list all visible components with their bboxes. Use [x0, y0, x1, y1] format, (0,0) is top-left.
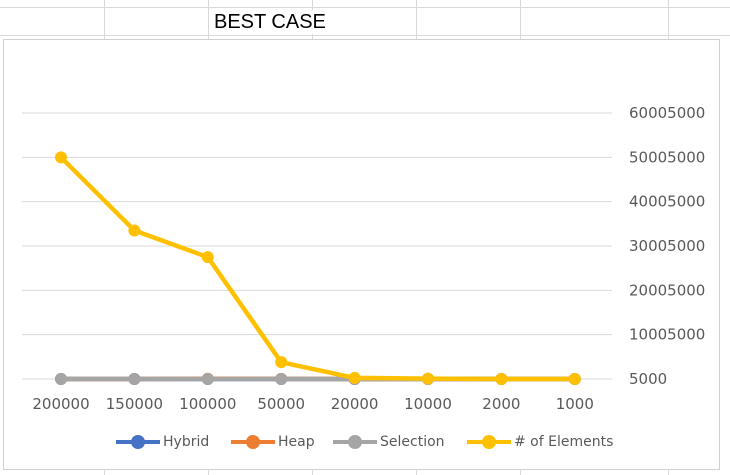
y-tick-label: 60005000 — [629, 104, 705, 122]
x-tick-label: 50000 — [257, 395, 305, 413]
legend-label: # of Elements — [514, 434, 614, 450]
y-tick-label: 5000 — [629, 370, 667, 388]
data-point — [422, 372, 434, 385]
legend-marker — [482, 435, 496, 449]
data-point — [275, 356, 288, 369]
y-tick-label: 50005000 — [629, 148, 705, 166]
legend-item: Hybrid — [116, 432, 209, 452]
legend-item: Selection — [333, 432, 445, 452]
x-tick-label: 1000 — [556, 395, 594, 413]
data-point — [348, 371, 361, 384]
y-tick-label: 30005000 — [629, 237, 705, 255]
legend-label: Hybrid — [163, 434, 210, 450]
x-tick-label: 100000 — [179, 395, 236, 413]
x-tick-label: 20000 — [331, 395, 379, 413]
legend-label: Heap — [278, 434, 315, 450]
legend-label: Selection — [380, 434, 445, 450]
x-tick-label: 150000 — [106, 395, 163, 413]
legend-swatch — [231, 432, 275, 452]
legend-marker — [348, 435, 362, 449]
series-line — [59, 155, 575, 382]
chart-legend: Hybrid Heap Selection # of Elements — [0, 432, 730, 452]
legend-item: Heap — [231, 432, 315, 452]
legend-swatch — [333, 432, 377, 452]
x-tick-label: 10000 — [404, 395, 452, 413]
legend-marker — [246, 435, 260, 449]
data-point — [201, 373, 214, 385]
legend-swatch — [116, 432, 160, 452]
legend-item: # of Elements — [467, 432, 613, 452]
chart-area[interactable] — [3, 39, 720, 470]
data-point — [128, 224, 141, 237]
y-tick-label: 40005000 — [629, 193, 705, 211]
data-point — [568, 373, 581, 385]
sheet-row-divider — [0, 7, 730, 8]
legend-marker — [131, 435, 145, 449]
y-tick-label: 10005000 — [629, 326, 705, 344]
sheet-title: BEST CASE — [212, 10, 328, 34]
x-tick-label: 2000 — [482, 395, 520, 413]
data-point — [55, 151, 67, 164]
data-point — [128, 373, 141, 385]
data-point — [55, 373, 67, 385]
data-point — [275, 373, 288, 385]
data-point — [495, 372, 508, 385]
legend-swatch — [467, 432, 511, 452]
data-point — [201, 251, 214, 264]
sheet-row-divider — [0, 35, 730, 36]
y-tick-label: 20005000 — [629, 281, 705, 299]
x-tick-label: 200000 — [32, 395, 89, 413]
